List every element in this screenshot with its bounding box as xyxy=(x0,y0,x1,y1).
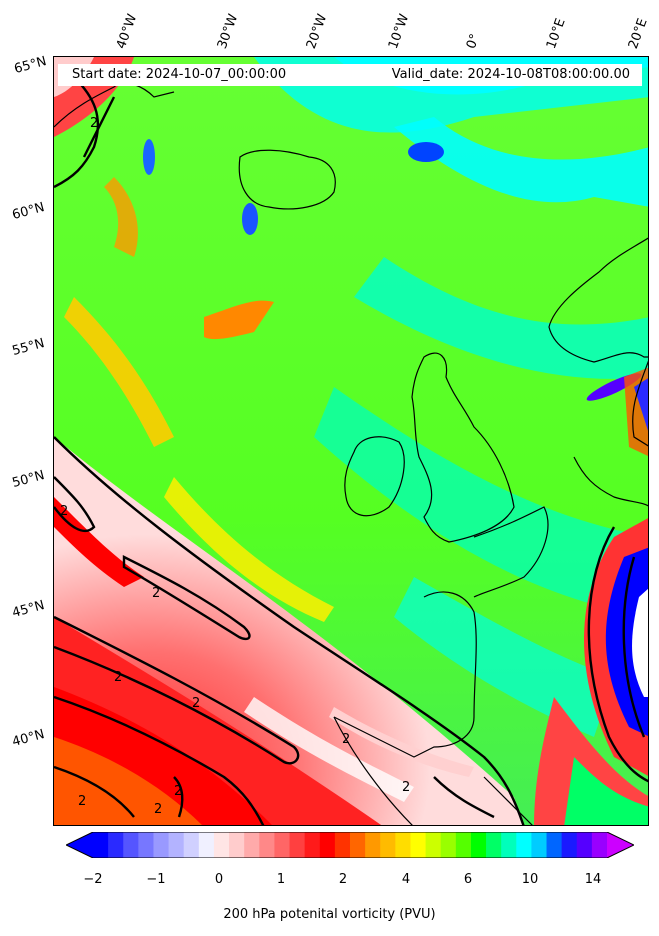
lon-label-20e: 20°E xyxy=(625,16,651,51)
colorbar-bin xyxy=(138,832,154,858)
contour-label: 2 xyxy=(192,696,200,711)
colorbar-tick-label: 0 xyxy=(214,872,224,887)
colorbar-bin xyxy=(410,832,427,858)
colorbar-under-arrow xyxy=(66,832,93,858)
coastlines xyxy=(54,82,648,825)
colorbar-tick-label: 6 xyxy=(463,872,473,887)
colorbar-bin xyxy=(244,832,260,858)
contour-label: 2 xyxy=(78,794,86,809)
contour-label: 2 xyxy=(402,780,410,795)
colorbar-bin xyxy=(440,832,457,858)
colorbar-tick-label: 10 xyxy=(521,872,539,887)
contour-label: 2 xyxy=(342,732,350,747)
colorbar xyxy=(66,832,634,858)
valid-date-text: Valid_date: 2024-10-08T08:00:00.00 xyxy=(391,67,630,82)
contour-label: 2 xyxy=(152,586,160,601)
colorbar-bin xyxy=(123,832,139,858)
colorbar-bin xyxy=(470,832,487,858)
contour-label: 2 xyxy=(90,116,98,131)
colorbar-bin xyxy=(93,832,109,858)
lon-label-10e: 10°E xyxy=(543,16,569,51)
colorbar-bin xyxy=(259,832,275,858)
colorbar-title: 200 hPa potenital vorticity (PVU) xyxy=(223,907,436,922)
colorbar-bin xyxy=(183,832,200,858)
colorbar-bin xyxy=(591,832,608,858)
contour-label: 2 xyxy=(60,504,68,519)
colorbar-bin xyxy=(153,832,170,858)
colorbar-bin xyxy=(576,832,593,858)
colorbar-tick-label: 14 xyxy=(584,872,602,887)
colorbar-bin xyxy=(229,832,245,858)
colorbar-bin xyxy=(455,832,472,858)
colorbar-bin xyxy=(425,832,442,858)
colorbar-bin xyxy=(486,832,502,858)
colorbar-bin xyxy=(516,832,532,858)
colorbar-bin xyxy=(168,832,185,858)
lat-label-65n: 65°N xyxy=(12,54,49,77)
contour-label: 2 xyxy=(174,784,182,799)
lat-label-60n: 60°N xyxy=(10,200,47,223)
colorbar-bin xyxy=(198,832,215,858)
lon-label-40w: 40°W xyxy=(113,12,141,51)
colorbar-bin xyxy=(319,832,336,858)
colorbar-tick-label: 1 xyxy=(276,872,286,887)
contour-label: 2 xyxy=(154,802,162,817)
colorbar-bin xyxy=(380,832,396,858)
map-header: Start date: 2024-10-07_00:00:00 Valid_da… xyxy=(58,64,642,86)
colorbar-bin xyxy=(304,832,321,858)
colorbar-tick-label: −1 xyxy=(146,872,166,887)
start-date-text: Start date: 2024-10-07_00:00:00 xyxy=(72,67,287,82)
colorbar-tick-label: 4 xyxy=(401,872,411,887)
colorbar-tick-label: −2 xyxy=(83,872,103,887)
lat-label-50n: 50°N xyxy=(10,468,47,491)
map-panel: 2 2 2 2 2 2 2 2 2 2 xyxy=(53,56,649,826)
colorbar-bin xyxy=(108,832,124,858)
lon-label-0: 0° xyxy=(463,31,484,51)
lat-label-40n: 40°N xyxy=(10,727,47,750)
colorbar-bin xyxy=(213,832,230,858)
colorbar-bin xyxy=(274,832,291,858)
colorbar-bin xyxy=(395,832,411,858)
colorbar-bin xyxy=(501,832,517,858)
lon-label-30w: 30°W xyxy=(214,12,242,51)
lat-label-55n: 55°N xyxy=(10,336,47,359)
colorbar-bin xyxy=(350,832,366,858)
pv-2-contours xyxy=(54,76,648,825)
colorbar-bin xyxy=(531,832,548,858)
lat-label-45n: 45°N xyxy=(10,598,47,621)
lon-label-20w: 20°W xyxy=(303,12,331,51)
contour-labels: 2 2 2 2 2 2 2 2 2 2 xyxy=(60,116,410,817)
colorbar-bin xyxy=(365,832,381,858)
lon-label-10w: 10°W xyxy=(385,12,413,51)
colorbar-bin xyxy=(561,832,578,858)
colorbar-bin xyxy=(334,832,351,858)
colorbar-bin xyxy=(546,832,563,858)
colorbar-tick-label: 2 xyxy=(338,872,348,887)
colorbar-over-arrow xyxy=(607,832,634,858)
colorbar-bin xyxy=(289,832,306,858)
contour-label: 2 xyxy=(114,670,122,685)
pv-field-map: 2 2 2 2 2 2 2 2 2 2 xyxy=(54,57,648,825)
